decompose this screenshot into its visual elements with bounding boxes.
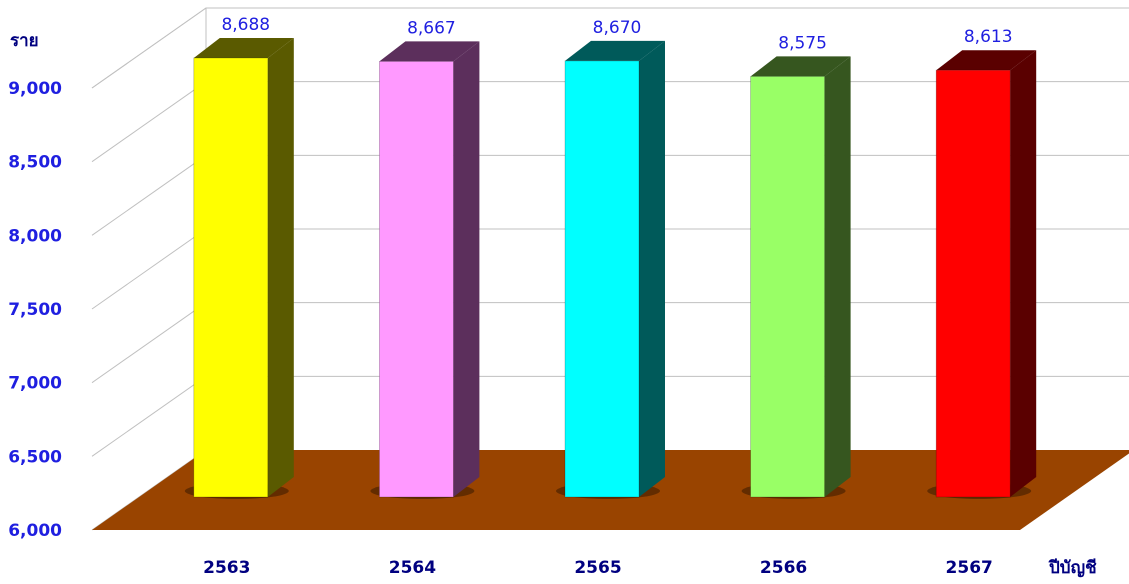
data-label: 8,688	[221, 15, 270, 35]
bar	[750, 76, 825, 498]
data-label: 8,575	[778, 33, 827, 53]
x-tick-label: 2563	[203, 558, 250, 578]
bar	[378, 60, 454, 498]
bars	[184, 37, 1037, 499]
x-tick-label: 2564	[389, 558, 436, 578]
x-axis-title: ปีบัญชี	[1048, 557, 1097, 578]
gridline-wall	[91, 7, 207, 89]
data-label: 8,667	[407, 18, 456, 38]
gridline-wall	[91, 81, 207, 163]
y-axis-ticks: 6,000 6,500 7,000 7,500 8,000 8,500 9,000	[8, 79, 62, 541]
x-axis-ticks: 2563 2564 2565 2566 2567	[203, 558, 993, 578]
bar-top	[936, 50, 1037, 71]
x-tick-label: 2566	[760, 558, 807, 578]
gridline-wall	[91, 375, 207, 457]
y-tick-label: 9,000	[8, 79, 62, 99]
y-tick-label: 7,000	[8, 374, 62, 394]
y-axis-title: ราย	[10, 31, 39, 51]
data-labels: 8,688 8,667 8,670 8,575 8,613	[221, 15, 1012, 53]
y-tick-label: 6,000	[8, 521, 62, 541]
y-tick-label: 7,500	[8, 300, 62, 320]
bar-side	[453, 41, 480, 497]
bar	[564, 60, 640, 498]
x-tick-label: 2567	[946, 558, 993, 578]
gridline-wall	[91, 228, 207, 310]
bar	[193, 57, 269, 498]
bar-top	[565, 40, 665, 61]
y-tick-label: 8,000	[8, 226, 62, 246]
data-label: 8,613	[964, 27, 1013, 47]
gridline-wall	[91, 302, 207, 384]
bar	[935, 69, 1011, 498]
y-tick-label: 6,500	[8, 447, 62, 467]
y-tick-label: 8,500	[8, 153, 62, 173]
bar-top	[193, 37, 294, 58]
bar-side	[267, 37, 294, 498]
data-label: 8,670	[593, 18, 642, 38]
bar-side	[1010, 50, 1037, 498]
bar-top	[379, 41, 480, 62]
bar-side	[824, 56, 851, 498]
bar-top	[750, 56, 851, 77]
gridline-wall	[91, 154, 207, 236]
x-tick-label: 2565	[574, 558, 621, 578]
bar-side	[639, 40, 665, 498]
